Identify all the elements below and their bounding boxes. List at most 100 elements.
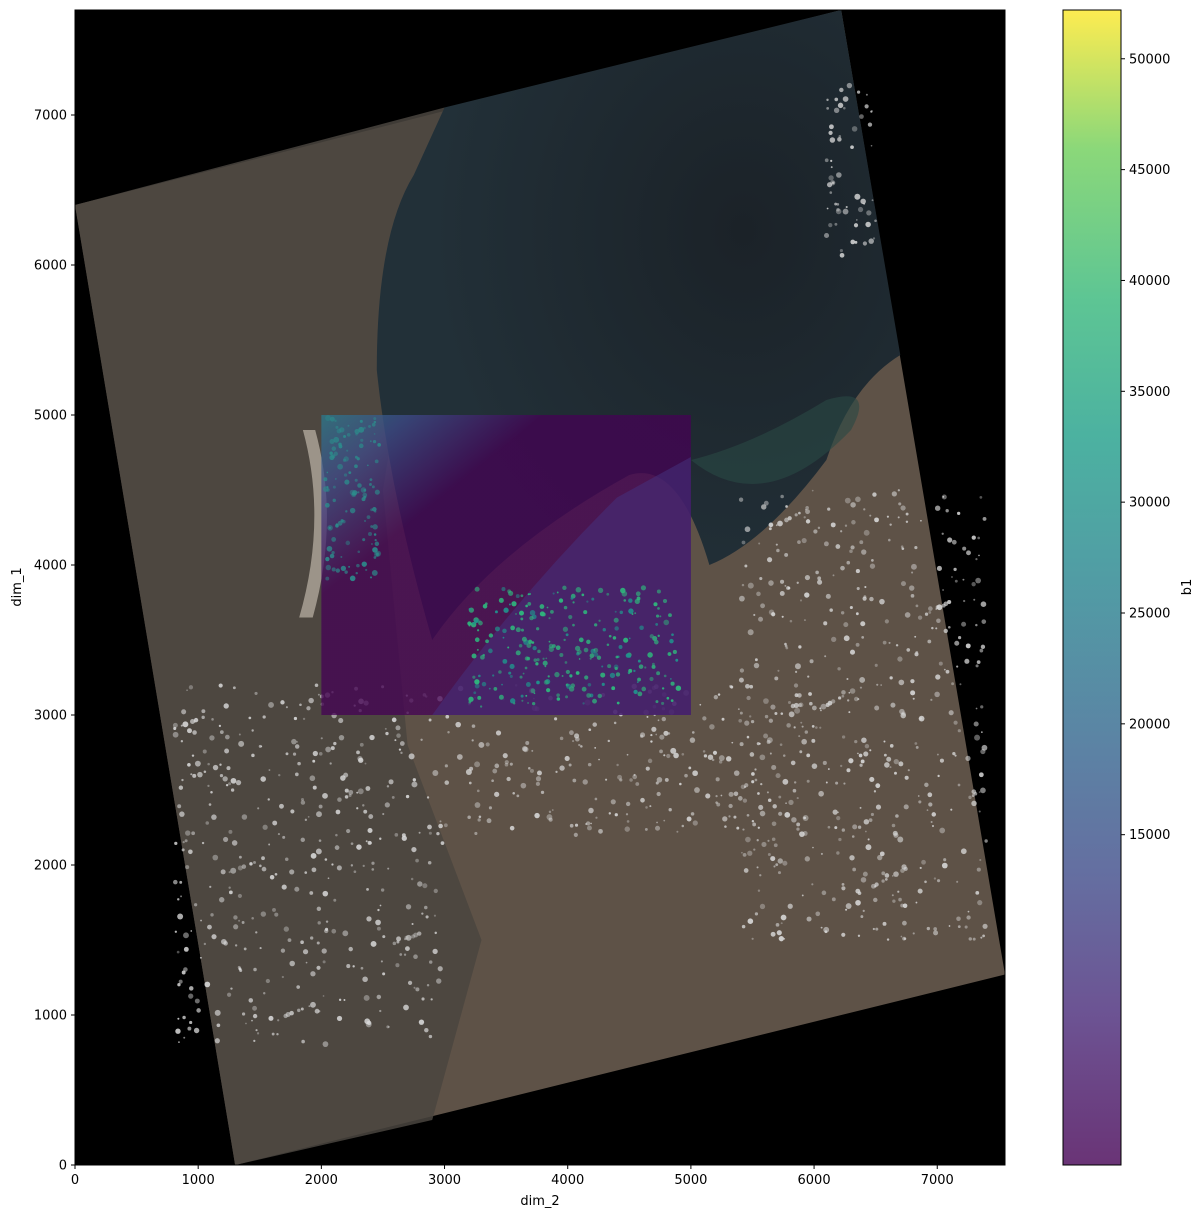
cloud [783,938,786,940]
cloud [860,877,867,883]
cloud [294,886,300,892]
cloud [185,865,190,870]
cloud [262,824,268,830]
cloud [947,537,953,543]
cloud [928,606,933,611]
cloud [903,804,909,810]
cloud [796,827,800,831]
cloud [715,801,718,804]
cloud [894,771,897,775]
cloud [860,198,866,205]
cloud [237,865,243,871]
cloud [657,719,660,722]
cloud [828,130,833,135]
cloud [787,701,791,705]
cloud [804,575,811,581]
cloud [787,903,793,909]
overlay-cluster [334,419,337,423]
cloud [650,740,653,743]
cloud [590,822,592,825]
cloud [418,831,421,834]
overlay-cluster [473,691,477,695]
cloud [379,837,382,840]
cloud [608,812,612,815]
cloud [769,752,772,755]
cloud [863,751,869,757]
cloud [219,897,225,903]
cloud [179,811,185,817]
cloud [980,787,986,794]
cloud [656,791,661,797]
cloud [681,752,685,756]
overlay-cluster [569,674,573,678]
cloud [516,794,520,798]
cloud [405,934,412,941]
cloud [770,856,776,862]
cloud [187,762,191,767]
cloud [320,737,323,740]
cloud [793,702,799,708]
cloud [811,738,816,743]
cloud [413,954,418,960]
cloud [283,926,290,932]
cloud [915,901,918,904]
cloud [415,987,420,992]
cloud [804,856,810,862]
cloud [592,722,597,727]
cloud [791,817,797,823]
cloud [222,776,228,782]
cloud [309,775,316,782]
overlay-cluster [606,592,610,596]
overlay-cluster [326,545,333,552]
cloud [976,867,981,872]
cloud [845,908,848,911]
cloud [224,748,230,754]
cloud [656,821,658,824]
cloud [174,841,178,845]
cloud [928,802,933,807]
cloud [404,935,409,940]
cloud [333,741,337,746]
cloud [365,840,368,843]
cloud [686,816,692,822]
overlay-cluster [508,671,512,675]
cloud [330,746,335,751]
cloud [893,832,899,838]
cloud [279,803,284,809]
cloud [368,814,374,819]
overlay-cluster [513,702,516,705]
cloud [357,788,364,795]
cloud [761,504,767,510]
cloud [918,800,922,804]
cloud [255,1029,258,1032]
overlay-cluster [614,610,617,613]
cloud [900,581,906,587]
cloud [834,222,838,226]
cloud [365,786,371,791]
cloud [857,206,864,213]
cloud [728,803,733,809]
cloud [733,815,737,819]
cloud [338,717,344,724]
cloud [174,930,177,933]
overlay-cluster [671,633,674,637]
cloud [956,916,961,922]
cloud [836,203,840,206]
cloud [371,861,375,865]
cloud [256,1032,260,1035]
cloud [902,920,907,926]
cloud [183,932,189,939]
overlay-cluster [536,627,540,631]
cloud [495,730,502,736]
cloud [554,717,558,721]
overlay-cluster [541,612,546,617]
cloud [219,763,222,766]
cloud [803,816,806,820]
cloud [353,870,357,874]
cloud [291,738,297,745]
cloud [883,753,887,757]
cloud [207,762,210,766]
cloud [754,912,759,916]
cloud [897,890,900,893]
cloud [525,741,530,746]
